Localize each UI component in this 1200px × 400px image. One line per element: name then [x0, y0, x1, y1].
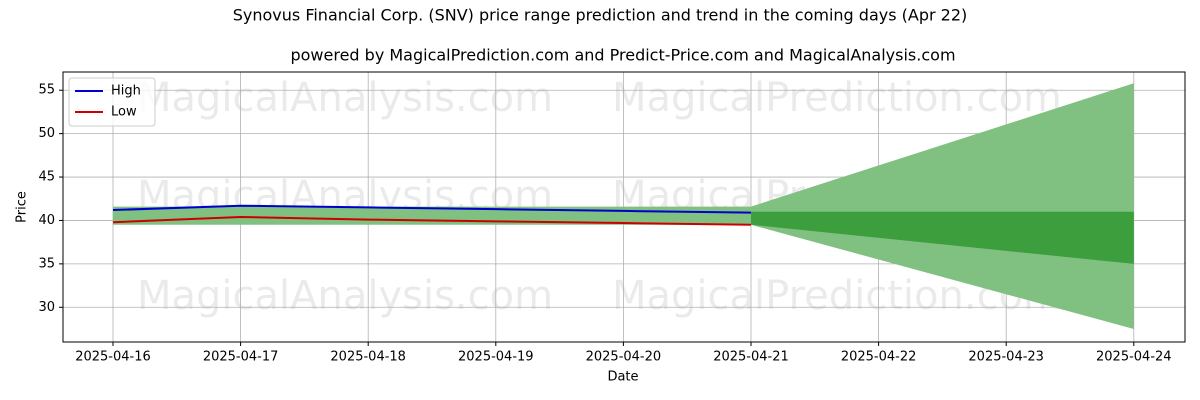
- y-tick-label: 40: [38, 213, 55, 228]
- x-tick-label: 2025-04-23: [968, 350, 1044, 365]
- plot-frame: [62, 71, 1186, 343]
- watermark: MagicalPrediction.com: [612, 75, 1062, 121]
- x-tick-label: 2025-04-20: [586, 350, 662, 365]
- y-tick-label: 30: [38, 300, 55, 315]
- y-tick-label: 45: [38, 170, 55, 185]
- y-tick-label: 55: [38, 83, 55, 98]
- legend-label: Low: [111, 105, 137, 120]
- x-tick-label: 2025-04-19: [458, 350, 534, 365]
- line: [112, 204, 752, 214]
- x-tick-label: 2025-04-24: [1096, 350, 1172, 365]
- watermark: MagicalAnalysis.com: [137, 75, 553, 121]
- chart-subtitle: powered by MagicalPrediction.com and Pre…: [290, 46, 955, 65]
- x-tick-label: 2025-04-21: [713, 350, 789, 365]
- watermark: MagicalAnalysis.com: [137, 273, 553, 319]
- chart-title: Synovus Financial Corp. (SNV) price rang…: [233, 6, 968, 25]
- y-tick-label: 35: [38, 256, 55, 271]
- x-tick-label: 2025-04-18: [330, 350, 406, 365]
- y-tick-label: 50: [38, 126, 55, 141]
- x-tick-label: 2025-04-17: [203, 350, 279, 365]
- x-tick-label: 2025-04-16: [75, 350, 151, 365]
- range-band: [751, 211, 1134, 264]
- y-axis-label: Price: [15, 191, 30, 223]
- range-band: [113, 83, 1134, 329]
- line: [112, 215, 752, 226]
- legend-label: High: [111, 84, 141, 99]
- x-tick-label: 2025-04-22: [841, 350, 917, 365]
- x-axis-label: Date: [607, 370, 638, 385]
